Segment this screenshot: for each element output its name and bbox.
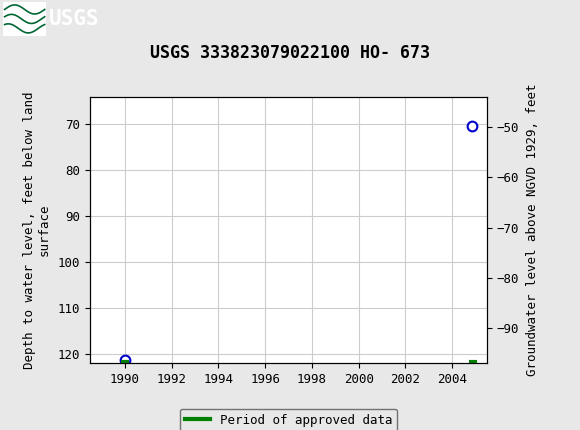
Y-axis label: Depth to water level, feet below land
surface: Depth to water level, feet below land su… — [23, 91, 50, 369]
Bar — [3, 2, 46, 36]
Legend: Period of approved data: Period of approved data — [180, 409, 397, 430]
Text: USGS: USGS — [49, 9, 100, 29]
Y-axis label: Groundwater level above NGVD 1929, feet: Groundwater level above NGVD 1929, feet — [527, 84, 539, 376]
Text: USGS 333823079022100 HO- 673: USGS 333823079022100 HO- 673 — [150, 44, 430, 62]
